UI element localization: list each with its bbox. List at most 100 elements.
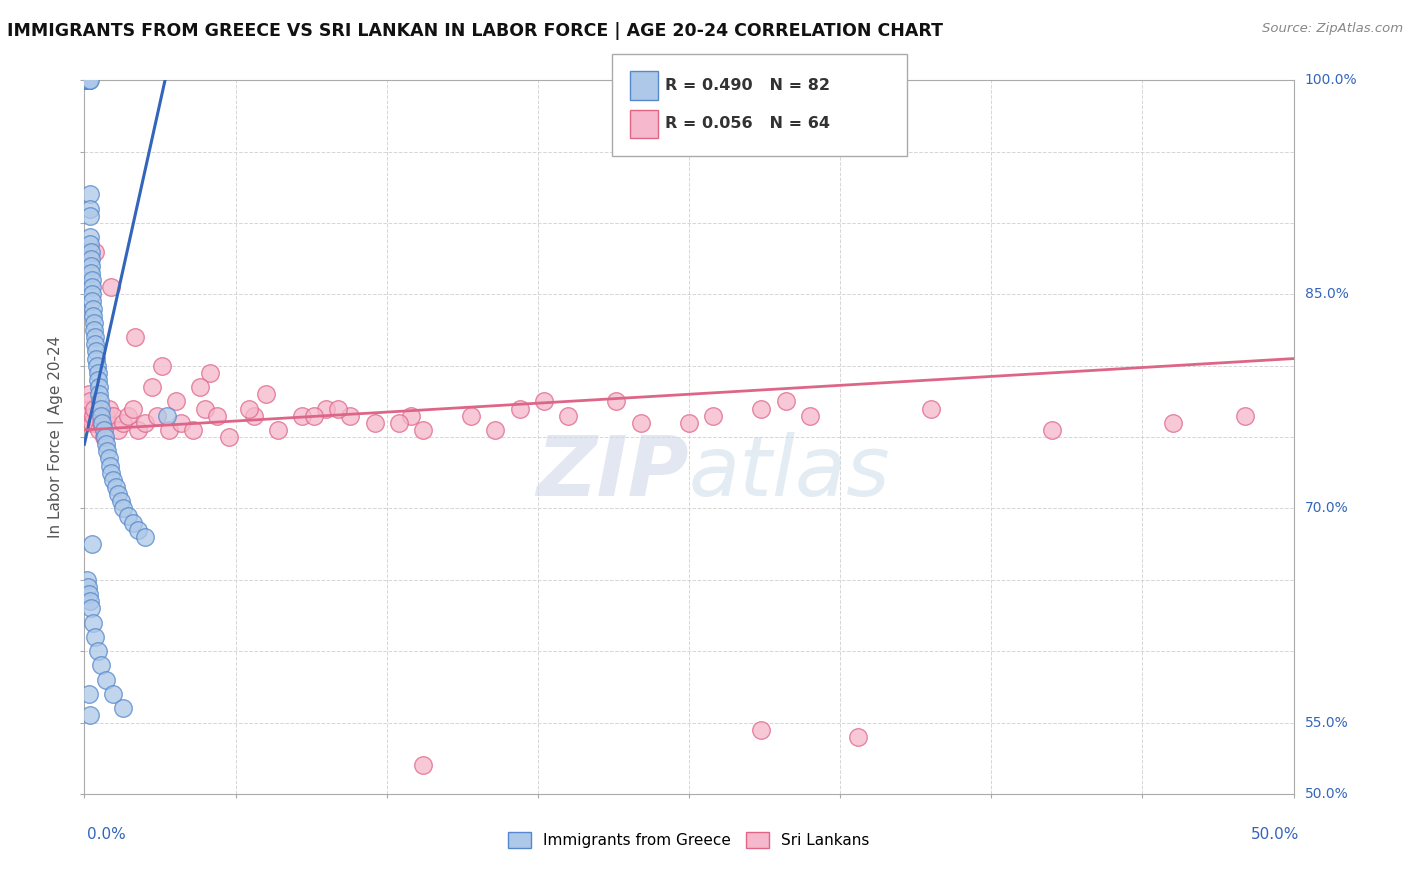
Text: 100.0%: 100.0%: [1305, 73, 1357, 87]
Point: [94, 673, 117, 687]
Point: [82, 409, 104, 423]
Point: [79, 594, 101, 608]
Point: [84, 244, 107, 259]
Point: [82, 294, 104, 309]
Point: [80, 252, 103, 266]
Point: [79, 187, 101, 202]
Point: [1234, 409, 1257, 423]
Point: [198, 366, 221, 380]
Point: [533, 394, 555, 409]
Point: [605, 394, 627, 409]
Point: [110, 494, 132, 508]
Point: [484, 423, 506, 437]
Point: [96, 444, 118, 458]
Point: [82, 287, 104, 301]
Point: [678, 416, 700, 430]
Point: [77, 73, 100, 87]
Point: [339, 409, 361, 423]
Point: [79, 394, 101, 409]
Point: [412, 758, 434, 772]
Text: 0.0%: 0.0%: [87, 827, 127, 841]
Point: [77, 73, 100, 87]
Point: [77, 73, 100, 87]
Y-axis label: In Labor Force | Age 20-24: In Labor Force | Age 20-24: [48, 336, 65, 538]
Point: [80, 266, 103, 280]
Text: 50.0%: 50.0%: [1305, 787, 1348, 801]
Point: [79, 202, 101, 216]
Point: [267, 423, 290, 437]
Point: [76, 73, 98, 87]
Point: [79, 708, 101, 723]
Point: [76, 73, 98, 87]
Point: [412, 423, 434, 437]
Point: [460, 409, 482, 423]
Legend: Immigrants from Greece, Sri Lankans: Immigrants from Greece, Sri Lankans: [502, 826, 876, 854]
Point: [83, 401, 105, 416]
Point: [84, 630, 107, 644]
Point: [76, 580, 98, 594]
Point: [94, 437, 117, 451]
Point: [79, 73, 101, 87]
Point: [83, 316, 105, 330]
Point: [77, 401, 100, 416]
Text: Source: ZipAtlas.com: Source: ZipAtlas.com: [1263, 22, 1403, 36]
Point: [557, 409, 579, 423]
Point: [207, 409, 229, 423]
Point: [77, 387, 100, 401]
Point: [100, 280, 122, 294]
Text: atlas: atlas: [689, 433, 890, 513]
Point: [82, 309, 104, 323]
Point: [76, 73, 98, 87]
Point: [87, 373, 110, 387]
Point: [77, 73, 100, 87]
Point: [84, 344, 107, 359]
Point: [751, 401, 773, 416]
Point: [302, 409, 325, 423]
Point: [80, 416, 103, 430]
Point: [80, 259, 103, 273]
Point: [86, 359, 108, 373]
Point: [157, 423, 180, 437]
Point: [94, 430, 117, 444]
Point: [181, 423, 204, 437]
Point: [77, 73, 100, 87]
Point: [80, 601, 103, 615]
Point: [399, 409, 422, 423]
Point: [77, 587, 100, 601]
Point: [77, 73, 100, 87]
Point: [80, 273, 103, 287]
Point: [363, 416, 385, 430]
Point: [134, 416, 156, 430]
Point: [82, 301, 104, 316]
Point: [93, 430, 115, 444]
Point: [79, 209, 101, 223]
Point: [90, 401, 112, 416]
Point: [112, 416, 135, 430]
Point: [76, 73, 98, 87]
Point: [90, 409, 112, 423]
Point: [315, 401, 337, 416]
Point: [124, 330, 146, 344]
Point: [103, 687, 125, 701]
Point: [77, 687, 100, 701]
Point: [150, 359, 173, 373]
Point: [254, 387, 277, 401]
Point: [799, 409, 821, 423]
Point: [107, 487, 129, 501]
Point: [76, 73, 98, 87]
Point: [127, 423, 149, 437]
Point: [86, 351, 108, 366]
Point: [509, 401, 531, 416]
Point: [98, 458, 121, 473]
Point: [80, 280, 103, 294]
Text: R = 0.490   N = 82: R = 0.490 N = 82: [665, 78, 830, 93]
Point: [388, 416, 411, 430]
Text: 55.0%: 55.0%: [1305, 715, 1348, 730]
Point: [238, 401, 260, 416]
Text: 85.0%: 85.0%: [1305, 287, 1348, 301]
Point: [141, 380, 163, 394]
Point: [291, 409, 314, 423]
Point: [82, 615, 104, 630]
Point: [328, 401, 350, 416]
Point: [75, 73, 97, 87]
